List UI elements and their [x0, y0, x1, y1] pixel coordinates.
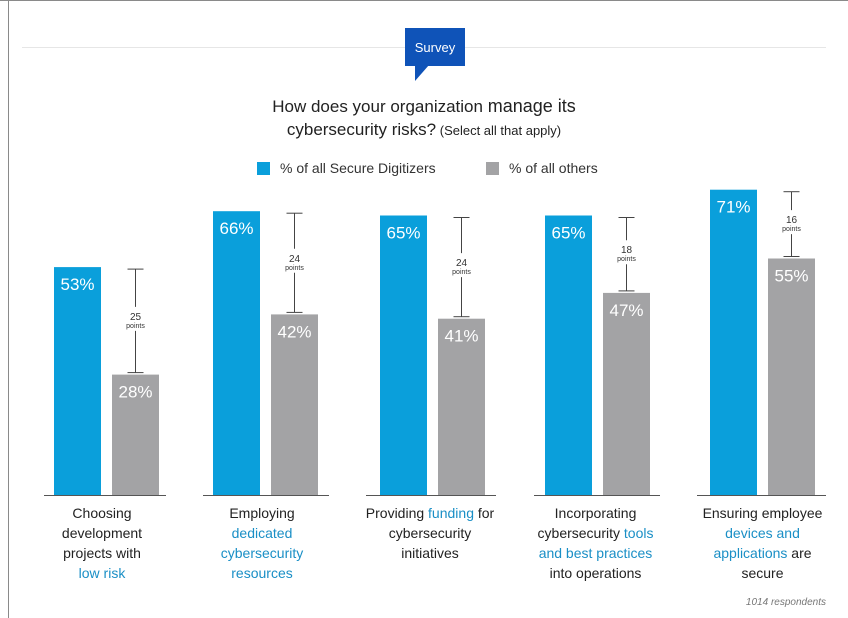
cat3-text2: for [473, 505, 495, 521]
value-label-others-5: 55% [774, 267, 808, 286]
category-label-2: Employing dedicated cybersecurity resour… [187, 503, 337, 583]
cat1-highlight: low risk [78, 565, 126, 581]
cat4-text2: cybersecurity [537, 525, 624, 541]
legend-swatch-blue [257, 161, 270, 175]
title-emphasis: manage its [487, 96, 576, 116]
bar-others-5 [768, 258, 815, 495]
bar-secure-digitizers-4 [545, 215, 592, 495]
cat4-highlight2: and best practices [538, 545, 653, 561]
bar-others-3 [438, 318, 485, 495]
frame-left-border [8, 0, 9, 618]
cat5-highlight2: applications [713, 545, 788, 561]
title-text: How does your organization [272, 97, 488, 116]
value-label-secure-3: 65% [386, 224, 420, 243]
respondents-note: 1014 respondents [745, 597, 826, 608]
diff-unit-2: points [285, 265, 304, 272]
bar-secure-digitizers-2 [213, 211, 260, 495]
diff-value-3: 24 [456, 258, 468, 269]
value-label-secure-4: 65% [551, 224, 585, 243]
value-label-secure-1: 53% [60, 275, 94, 294]
value-label-others-4: 47% [609, 301, 643, 320]
cat2-line1: Employing [229, 505, 295, 521]
survey-badge: Survey [405, 28, 465, 66]
cat3-line2: cybersecurity [388, 525, 472, 541]
diff-value-5: 16 [786, 215, 798, 226]
cat5-line4: secure [741, 565, 784, 581]
bar-others-4 [603, 292, 650, 495]
diff-value-2: 24 [289, 254, 301, 265]
bar-secure-digitizers-5 [710, 189, 757, 495]
legend-label-a: % of all Secure Digitizers [280, 160, 436, 176]
cat4-line1: Incorporating [554, 505, 637, 521]
cat2-highlight2: cybersecurity [220, 545, 304, 561]
value-label-secure-5: 71% [716, 198, 750, 217]
bar-secure-digitizers-3 [380, 215, 427, 495]
cat3-highlight: funding [428, 505, 474, 521]
value-label-others-1: 28% [118, 383, 152, 402]
value-label-secure-2: 66% [219, 219, 253, 238]
cat5-highlight1: devices and [725, 525, 800, 541]
legend-swatch-gray [486, 161, 499, 175]
chart-title-line2: cybersecurity risks? (Select all that ap… [0, 120, 848, 140]
diff-value-1: 25 [130, 312, 142, 323]
legend-label-b: % of all others [509, 160, 598, 176]
title-question: cybersecurity risks? [286, 120, 437, 139]
cat3-text1: Providing [365, 505, 429, 521]
diff-unit-4: points [617, 256, 636, 263]
cat5-line1: Ensuring employee [702, 505, 823, 521]
diff-unit-5: points [782, 226, 801, 233]
bar-others-1 [112, 374, 159, 495]
legend-item-others: % of all others [486, 160, 598, 176]
chart-title-line1: How does your organization manage its [0, 96, 848, 117]
value-label-others-3: 41% [444, 327, 478, 346]
cat1-line1: Choosing [72, 505, 132, 521]
category-label-1: Choosing development projects with low r… [27, 503, 177, 583]
category-label-4: Incorporating cybersecurity tools and be… [513, 503, 678, 583]
cat4-highlight1: tools [623, 525, 654, 541]
cat2-highlight1: dedicated [231, 525, 293, 541]
cat3-line3: initiatives [401, 545, 459, 561]
diff-unit-3: points [452, 269, 471, 276]
diff-value-4: 18 [621, 245, 633, 256]
diff-unit-1: points [126, 323, 145, 330]
cat4-line4: into operations [549, 565, 642, 581]
cat5-text2: are [787, 545, 812, 561]
bar-others-2 [271, 314, 318, 495]
category-label-5: Ensuring employee devices and applicatio… [680, 503, 845, 583]
value-label-others-2: 42% [277, 322, 311, 341]
cat2-highlight3: resources [231, 565, 293, 581]
category-label-3: Providing funding for cybersecurity init… [345, 503, 515, 563]
survey-badge-tail [415, 65, 429, 81]
cat1-line3: projects with [63, 545, 141, 561]
title-note: (Select all that apply) [436, 123, 562, 138]
cat1-line2: development [61, 525, 143, 541]
bar-secure-digitizers-1 [54, 267, 101, 495]
frame-top-border [0, 0, 848, 1]
legend-item-secure-digitizers: % of all Secure Digitizers [257, 160, 436, 176]
